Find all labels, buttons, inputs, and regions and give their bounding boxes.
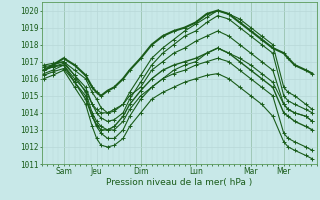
X-axis label: Pression niveau de la mer( hPa ): Pression niveau de la mer( hPa ) (106, 178, 252, 187)
